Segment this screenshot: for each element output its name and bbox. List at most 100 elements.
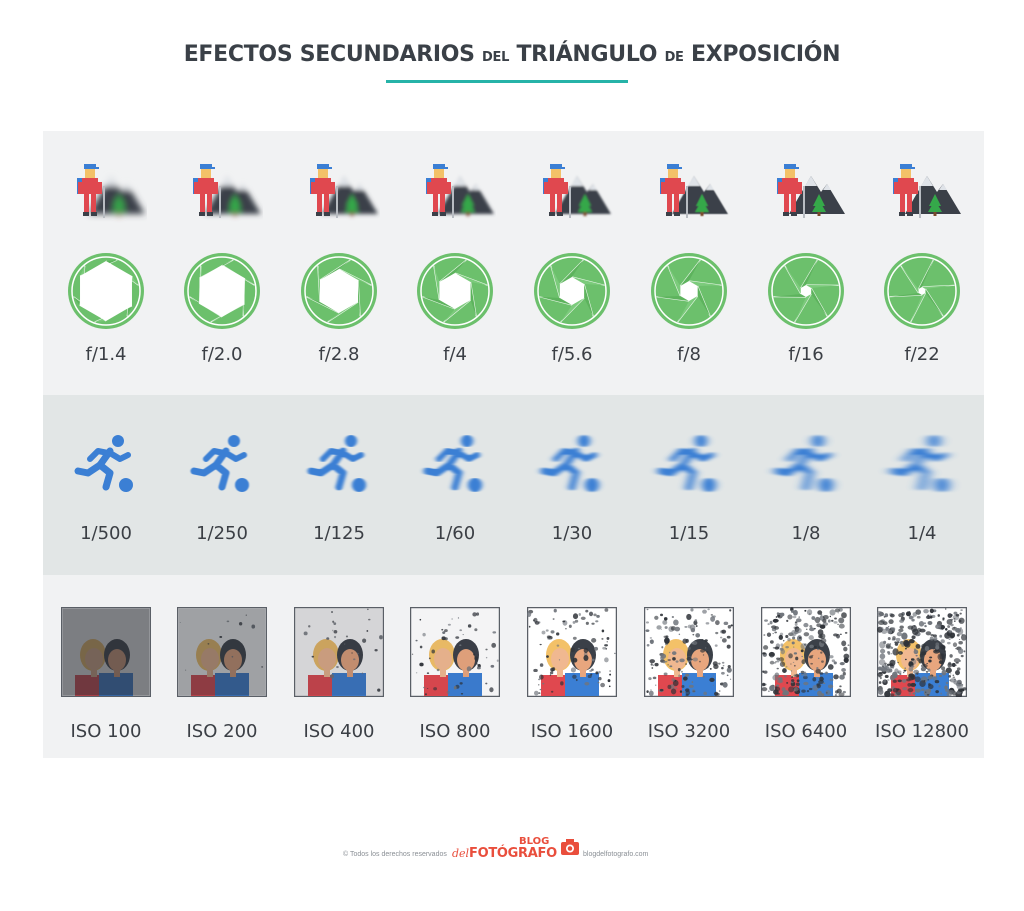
aperture-label-6: f/16 bbox=[756, 344, 856, 365]
iso-label-7: ISO 12800 bbox=[872, 721, 972, 742]
iso-label-5: ISO 3200 bbox=[639, 721, 739, 742]
iso-value: ISO 400 bbox=[303, 721, 375, 742]
aperture-icon bbox=[534, 253, 610, 329]
title-part-4: DE bbox=[664, 50, 684, 65]
aperture-value: f/22 bbox=[904, 344, 940, 365]
camera-icon bbox=[561, 839, 579, 855]
iso-value: ISO 100 bbox=[70, 721, 142, 742]
runner-kicking-ball-icon bbox=[190, 435, 249, 492]
title-part-3: TRIÁNGULO bbox=[516, 42, 658, 67]
iso-label-4: ISO 1600 bbox=[522, 721, 622, 742]
shutter-label-6: 1/8 bbox=[756, 523, 856, 544]
iso-column-6 bbox=[756, 607, 856, 697]
aperture-column-3 bbox=[405, 251, 505, 331]
shutter-column-1 bbox=[172, 433, 272, 497]
title-part-1: EFECTOS SECUNDARIOS bbox=[183, 42, 475, 67]
two-people-portrait-icon bbox=[177, 607, 267, 697]
aperture-column-6 bbox=[756, 251, 856, 331]
shutter-speed-value: 1/4 bbox=[907, 523, 937, 544]
shutter-speed-value: 1/8 bbox=[791, 523, 821, 544]
aperture-label-2: f/2.8 bbox=[289, 344, 389, 365]
brand-logo: del BLOG FOTÓGRAFO bbox=[452, 836, 582, 864]
aperture-label-1: f/2.0 bbox=[172, 344, 272, 365]
iso-label-0: ISO 100 bbox=[56, 721, 156, 742]
iso-column-7 bbox=[872, 607, 972, 697]
shutter-speed-value: 1/60 bbox=[434, 523, 476, 544]
aperture-column-2 bbox=[289, 251, 389, 331]
logo-del: del bbox=[452, 847, 470, 860]
two-people-portrait-icon bbox=[61, 607, 151, 697]
hiker-column-0 bbox=[56, 156, 156, 228]
iso-value: ISO 6400 bbox=[764, 721, 848, 742]
aperture-label-7: f/22 bbox=[872, 344, 972, 365]
aperture-value: f/4 bbox=[443, 344, 467, 365]
site-url: blogdelfotografo.com bbox=[583, 851, 649, 858]
aperture-icon bbox=[651, 253, 727, 329]
runner-kicking-ball-icon bbox=[540, 435, 599, 492]
aperture-panel: f/1.4 f/2.0 f/2.8 f/4 f/5.6 f/8 f/16 f/22 bbox=[43, 131, 984, 395]
title-part-5: EXPOSICIÓN bbox=[691, 42, 841, 67]
aperture-icon bbox=[301, 253, 377, 329]
iso-column-3 bbox=[405, 607, 505, 697]
aperture-value: f/8 bbox=[677, 344, 701, 365]
shutter-speed-panel: 1/500 1/250 1/125 1/60 1/30 1/15 1/8 1/4 bbox=[43, 395, 984, 575]
hiker-mountain-icon bbox=[77, 164, 145, 218]
aperture-value: f/1.4 bbox=[85, 344, 127, 365]
shutter-label-3: 1/60 bbox=[405, 523, 505, 544]
aperture-column-1 bbox=[172, 251, 272, 331]
iso-value: ISO 200 bbox=[186, 721, 258, 742]
aperture-column-5 bbox=[639, 251, 739, 331]
infographic-title: EFECTOS SECUNDARIOS DEL TRIÁNGULO DE EXP… bbox=[0, 42, 1024, 67]
iso-label-6: ISO 6400 bbox=[756, 721, 856, 742]
runner-kicking-ball-icon bbox=[890, 435, 949, 492]
shutter-label-5: 1/15 bbox=[639, 523, 739, 544]
two-people-portrait-icon bbox=[644, 607, 734, 697]
aperture-label-5: f/8 bbox=[639, 344, 739, 365]
aperture-value: f/16 bbox=[788, 344, 824, 365]
two-people-portrait-icon bbox=[294, 607, 384, 697]
iso-label-3: ISO 800 bbox=[405, 721, 505, 742]
aperture-column-0 bbox=[56, 251, 156, 331]
hiker-mountain-icon bbox=[543, 164, 611, 218]
aperture-label-4: f/5.6 bbox=[522, 344, 622, 365]
shutter-column-6 bbox=[756, 433, 856, 497]
shutter-speed-value: 1/250 bbox=[196, 523, 248, 544]
runner-kicking-ball-icon bbox=[307, 435, 366, 492]
iso-column-2 bbox=[289, 607, 389, 697]
logo-name: FOTÓGRAFO bbox=[469, 846, 557, 861]
runner-kicking-ball-icon bbox=[74, 435, 133, 492]
iso-column-1 bbox=[172, 607, 272, 697]
two-people-portrait-icon bbox=[877, 607, 967, 697]
shutter-label-0: 1/500 bbox=[56, 523, 156, 544]
aperture-column-7 bbox=[872, 251, 972, 331]
shutter-speed-value: 1/15 bbox=[668, 523, 710, 544]
aperture-icon bbox=[417, 253, 493, 329]
iso-label-1: ISO 200 bbox=[172, 721, 272, 742]
runner-kicking-ball-icon bbox=[774, 435, 833, 492]
two-people-portrait-icon bbox=[527, 607, 617, 697]
shutter-column-3 bbox=[405, 433, 505, 497]
hiker-mountain-icon bbox=[193, 164, 261, 218]
shutter-column-4 bbox=[522, 433, 622, 497]
shutter-speed-value: 1/500 bbox=[80, 523, 132, 544]
copyright-text: © Todos los derechos reservados bbox=[343, 851, 447, 858]
iso-value: ISO 12800 bbox=[875, 721, 969, 742]
aperture-icon bbox=[68, 253, 144, 329]
shutter-label-4: 1/30 bbox=[522, 523, 622, 544]
shutter-column-7 bbox=[872, 433, 972, 497]
two-people-portrait-icon bbox=[761, 607, 851, 697]
runner-kicking-ball-icon bbox=[657, 435, 716, 492]
iso-column-5 bbox=[639, 607, 739, 697]
shutter-column-2 bbox=[289, 433, 389, 497]
aperture-value: f/2.8 bbox=[318, 344, 360, 365]
runner-kicking-ball-icon bbox=[423, 435, 482, 492]
shutter-label-7: 1/4 bbox=[872, 523, 972, 544]
aperture-value: f/2.0 bbox=[201, 344, 243, 365]
hiker-mountain-icon bbox=[310, 164, 378, 218]
iso-column-0 bbox=[56, 607, 156, 697]
hiker-column-6 bbox=[756, 156, 856, 228]
shutter-speed-value: 1/30 bbox=[551, 523, 593, 544]
hiker-mountain-icon bbox=[777, 164, 845, 218]
iso-panel: ISO 100 ISO 200 ISO 400 ISO 800 ISO 1600 ISO … bbox=[43, 575, 984, 758]
shutter-label-1: 1/250 bbox=[172, 523, 272, 544]
